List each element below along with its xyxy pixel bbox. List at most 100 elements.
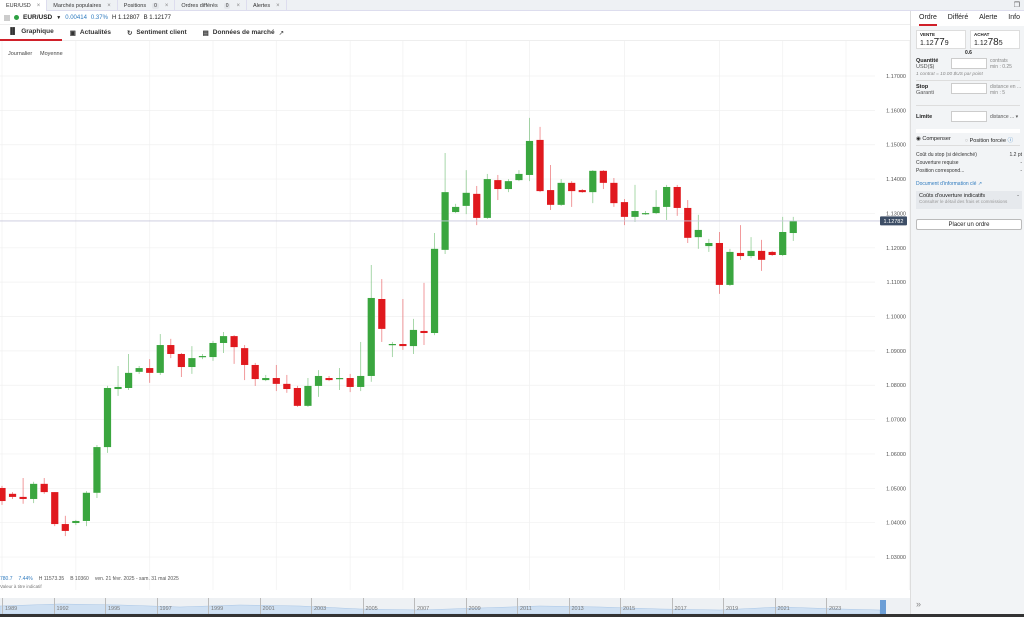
radio-position-forcee[interactable]: ○ Position forcée ⓘ	[965, 136, 1013, 144]
radio-compenser[interactable]: ◉ Compenser	[916, 136, 951, 144]
tab-bar: EUR/USD × Marchés populaires × Positions 0 ×…	[0, 0, 1024, 11]
candle	[430, 233, 439, 336]
candle-body	[304, 385, 312, 406]
candle-body	[578, 190, 586, 193]
tab-positions[interactable]: Positions 0 ×	[118, 0, 176, 11]
quantity-unit-label: contrats	[990, 58, 1008, 64]
candle-body	[314, 375, 323, 386]
kid-document-link[interactable]: Document d'information clé ↗	[916, 181, 982, 187]
watchlist-checkbox[interactable]	[4, 14, 10, 21]
navigator-divider	[208, 598, 209, 614]
tab-pending-orders[interactable]: Ordres différés 0 ×	[175, 0, 247, 11]
y-tick-label: 1.06000	[886, 452, 906, 458]
navigator-handle[interactable]	[880, 600, 886, 614]
current-price-label-bg	[880, 216, 907, 226]
candle-body	[747, 250, 755, 257]
tab-deferred[interactable]: Différé	[947, 14, 969, 21]
costs-box[interactable]: Coûts d'ouverture indicatifs - Consulter …	[916, 191, 1022, 209]
y-tick-label: 1.15000	[886, 143, 906, 149]
radio-label: Position forcée	[969, 138, 1007, 144]
candle	[747, 237, 755, 259]
y-tick-label: 1.03000	[886, 555, 906, 561]
candle-body	[726, 251, 734, 285]
candle	[504, 179, 512, 193]
candle	[758, 239, 766, 271]
candle-body	[19, 496, 27, 499]
navigator-divider	[723, 598, 724, 614]
price-chart[interactable]: 1.17000 1.16000 1.15000 1.14000 1.13000 1.120…	[0, 41, 910, 591]
margin-label: Couverture requise	[916, 160, 959, 166]
tab-alert[interactable]: Alerte	[979, 14, 998, 21]
tab-market-data[interactable]: ▤ Données de marché ↗	[195, 25, 292, 41]
limit-distance-select[interactable]: distance ... ▾	[990, 114, 1018, 120]
navigator-divider	[2, 598, 3, 614]
candle-body	[462, 192, 470, 206]
tab-info[interactable]: Info	[1008, 14, 1020, 21]
tab-eurusd[interactable]: EUR/USD ×	[0, 0, 48, 11]
navigator-year: 2015	[623, 606, 636, 612]
y-tick-label: 1.05000	[886, 486, 906, 492]
place-order-button[interactable]: Placer un ordre	[916, 219, 1022, 230]
info-icon[interactable]: ⓘ	[1007, 138, 1014, 144]
candle	[336, 368, 344, 391]
tab-client-sentiment[interactable]: ↻ Sentiment client	[119, 25, 195, 41]
candle-body	[293, 387, 301, 406]
candle	[283, 374, 291, 393]
candle-body	[198, 356, 207, 358]
candle	[219, 331, 228, 353]
chevron-down-icon[interactable]: ▼	[56, 14, 62, 21]
sell-price-prefix: 1.12	[920, 40, 934, 47]
tab-chart[interactable]: ▐▌ Graphique	[0, 25, 62, 41]
buy-price-suffix: 5	[998, 40, 1003, 47]
stop-input[interactable]	[951, 83, 987, 94]
candle	[715, 231, 723, 294]
tab-alerts[interactable]: Alertes ×	[247, 0, 287, 11]
candle	[114, 365, 122, 396]
candle-body	[125, 372, 133, 388]
close-icon[interactable]: ×	[276, 2, 280, 9]
candle	[346, 373, 354, 393]
candle-body	[652, 206, 660, 214]
limit-input[interactable]	[951, 111, 987, 122]
candle-body	[599, 170, 607, 183]
candle-body	[409, 329, 418, 347]
current-price-label: 1.12782	[884, 219, 904, 225]
close-icon[interactable]: ×	[36, 2, 41, 9]
candle-body	[177, 353, 185, 368]
candle-body	[167, 345, 175, 354]
candle-body	[399, 344, 407, 347]
interval-selector[interactable]: Journalier	[8, 51, 33, 57]
costs-title: Coûts d'ouverture indicatifs	[919, 193, 986, 199]
candle-body	[768, 251, 776, 256]
candle-body	[473, 193, 481, 218]
buy-button[interactable]: ACHAT 1.12785	[970, 30, 1020, 49]
candle	[610, 178, 618, 207]
candle-body	[51, 492, 59, 525]
chart-navigator[interactable]: 1989 1992 1995 1997 1999 2001 2003 2005 2007 2009…	[0, 598, 910, 614]
limit-distance-label: distance ...	[990, 114, 1015, 120]
tab-order[interactable]: Ordre	[919, 14, 937, 26]
quantity-input[interactable]	[951, 58, 987, 69]
navigator-year: 2009	[468, 606, 481, 612]
radio-empty-icon: ○	[964, 138, 969, 144]
tab-popular-markets[interactable]: Marchés populaires ×	[47, 0, 118, 11]
candle	[494, 174, 502, 201]
candle-body	[736, 252, 745, 257]
candle-body	[589, 170, 597, 193]
price-type-selector[interactable]: Moyenne	[40, 51, 63, 57]
collapse-panel-icon[interactable]: »	[916, 599, 922, 609]
close-icon[interactable]: ×	[236, 2, 240, 9]
popout-window-icon[interactable]: ❐	[1013, 2, 1020, 9]
sell-button[interactable]: VENTE 1.12779	[916, 30, 966, 49]
candle	[452, 203, 460, 214]
navigator-area	[0, 600, 886, 614]
candle	[188, 346, 196, 374]
instrument-symbol[interactable]: EUR/USD	[23, 14, 53, 21]
spread: 0.6	[965, 50, 972, 56]
candle	[251, 362, 259, 386]
close-icon[interactable]: ×	[164, 2, 169, 9]
y-tick-label: 1.13000	[886, 211, 906, 217]
close-icon[interactable]: ×	[107, 2, 111, 9]
tab-news[interactable]: ▣ Actualités	[62, 25, 119, 41]
candle	[694, 214, 702, 249]
